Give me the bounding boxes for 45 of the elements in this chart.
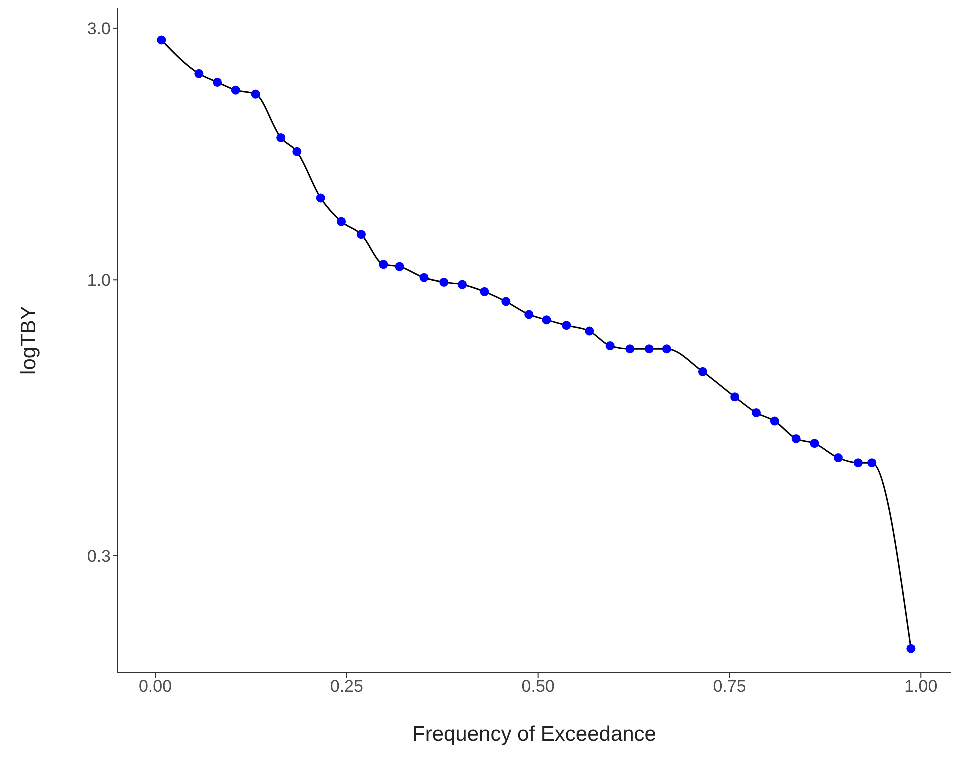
point <box>770 416 780 426</box>
point <box>395 262 404 272</box>
point <box>810 439 820 448</box>
point <box>502 297 511 306</box>
point <box>906 644 916 654</box>
point <box>356 230 366 240</box>
point <box>644 344 654 354</box>
point <box>868 458 877 468</box>
y-tick-label: 3.0 <box>87 19 111 38</box>
point <box>834 454 843 463</box>
point <box>251 90 260 99</box>
point <box>194 69 204 78</box>
point <box>231 86 240 95</box>
point <box>458 280 468 290</box>
point <box>524 310 534 320</box>
point <box>440 278 449 287</box>
point <box>379 260 388 270</box>
point <box>480 287 490 296</box>
point <box>542 316 552 325</box>
x-axis-title: Frequency of Exceedance <box>412 723 656 746</box>
y-tick-label: 1.0 <box>87 271 111 290</box>
x-tick-label: 0.00 <box>138 677 172 696</box>
point <box>420 273 429 282</box>
point <box>698 367 708 376</box>
point <box>213 78 222 87</box>
point <box>337 217 346 226</box>
point <box>606 342 615 351</box>
x-tick-label: 0.50 <box>522 677 555 696</box>
point <box>854 458 863 468</box>
x-tick-label: 0.75 <box>713 677 746 696</box>
x-tick-label: 0.25 <box>330 677 364 696</box>
point <box>292 147 302 156</box>
point <box>562 321 572 330</box>
x-tick-label: 1.00 <box>904 677 938 696</box>
point <box>792 434 801 444</box>
point <box>752 408 762 418</box>
point <box>157 36 166 45</box>
point <box>730 392 740 402</box>
point <box>316 194 326 203</box>
point <box>585 326 594 336</box>
point <box>276 133 286 142</box>
point <box>626 344 635 354</box>
y-tick-label: 0.3 <box>87 547 111 566</box>
y-axis-title: logTBY <box>17 306 40 375</box>
point <box>662 344 672 354</box>
